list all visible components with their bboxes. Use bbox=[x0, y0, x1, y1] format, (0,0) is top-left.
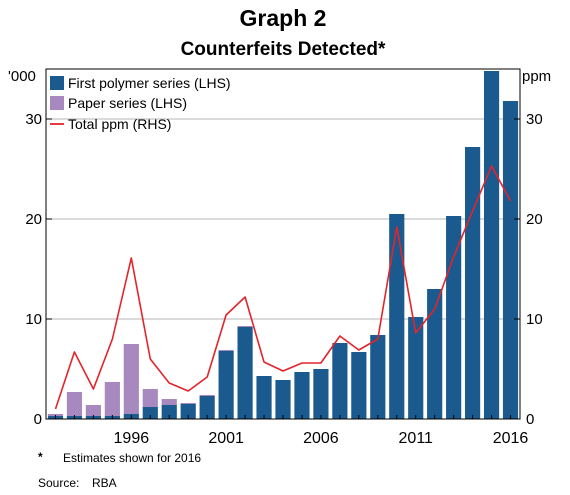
bar-paper bbox=[218, 350, 234, 351]
legend: First polymer series (LHS) Paper series … bbox=[50, 75, 231, 132]
bar-polymer bbox=[237, 327, 253, 419]
source-label: Source: bbox=[38, 476, 79, 490]
bar-polymer bbox=[370, 335, 386, 419]
right-axis-unit: ppm bbox=[522, 68, 551, 85]
chart-subtitle: Counterfeits Detected* bbox=[181, 39, 386, 60]
legend-label-paper: Paper series (LHS) bbox=[68, 95, 187, 111]
bar-polymer bbox=[275, 380, 291, 419]
bar-paper bbox=[199, 395, 215, 396]
chart-title: Graph 2 bbox=[240, 5, 327, 31]
left-axis-unit: '000 bbox=[8, 68, 36, 85]
left-y-ticks: 0 10 20 30 bbox=[25, 111, 52, 428]
x-tick-label: 1996 bbox=[114, 430, 150, 447]
left-tick-label: 20 bbox=[25, 211, 42, 228]
legend-label-polymer: First polymer series (LHS) bbox=[68, 75, 231, 91]
legend-label-ppm: Total ppm (RHS) bbox=[68, 116, 171, 132]
source-value: RBA bbox=[92, 476, 117, 490]
left-tick-label: 30 bbox=[25, 111, 42, 128]
bar-polymer bbox=[161, 405, 177, 419]
right-tick-label: 0 bbox=[526, 411, 534, 428]
bar-paper bbox=[180, 403, 196, 404]
bar-polymer bbox=[446, 216, 462, 419]
bar-polymer bbox=[142, 407, 158, 419]
right-tick-label: 20 bbox=[526, 211, 543, 228]
bar-paper bbox=[104, 382, 120, 416]
bar-polymer bbox=[483, 71, 500, 419]
bar-polymer bbox=[180, 404, 196, 419]
total-ppm-line bbox=[54, 165, 512, 410]
legend-swatch-polymer bbox=[50, 76, 64, 90]
bar-polymer bbox=[313, 369, 329, 419]
bar-paper bbox=[66, 392, 83, 416]
bar-polymer bbox=[389, 214, 405, 419]
bar-polymer bbox=[294, 372, 310, 419]
bar-paper bbox=[161, 399, 177, 405]
x-tick-label: 2006 bbox=[303, 430, 339, 447]
x-tick-label: 2001 bbox=[208, 430, 244, 447]
footnote-text: Estimates shown for 2016 bbox=[63, 451, 201, 465]
right-y-ticks: 0 10 20 30 bbox=[514, 111, 543, 428]
bar-polymer bbox=[502, 101, 519, 419]
bar-polymer bbox=[427, 289, 443, 419]
legend-swatch-paper bbox=[50, 96, 64, 110]
left-tick-label: 0 bbox=[34, 411, 42, 428]
bar-polymer bbox=[218, 351, 234, 419]
x-tick-label: 2011 bbox=[399, 430, 434, 447]
bar-polymer bbox=[408, 317, 424, 419]
footnote-marker: * bbox=[38, 450, 43, 464]
right-tick-label: 30 bbox=[526, 111, 543, 128]
x-ticks: 1996 2001 2006 2011 2016 bbox=[54, 415, 529, 447]
bar-polymer bbox=[256, 376, 272, 419]
bar-paper bbox=[123, 344, 139, 414]
bar-paper bbox=[85, 405, 101, 416]
bar-polymer bbox=[465, 147, 481, 419]
bar-paper bbox=[237, 326, 253, 327]
bar-polymer bbox=[351, 352, 367, 419]
x-tick-label: 2016 bbox=[493, 430, 529, 447]
bar-polymer bbox=[332, 343, 348, 419]
bar-paper bbox=[142, 389, 158, 407]
right-tick-label: 10 bbox=[526, 311, 543, 328]
bar-polymer bbox=[199, 396, 215, 419]
left-tick-label: 10 bbox=[25, 311, 42, 328]
